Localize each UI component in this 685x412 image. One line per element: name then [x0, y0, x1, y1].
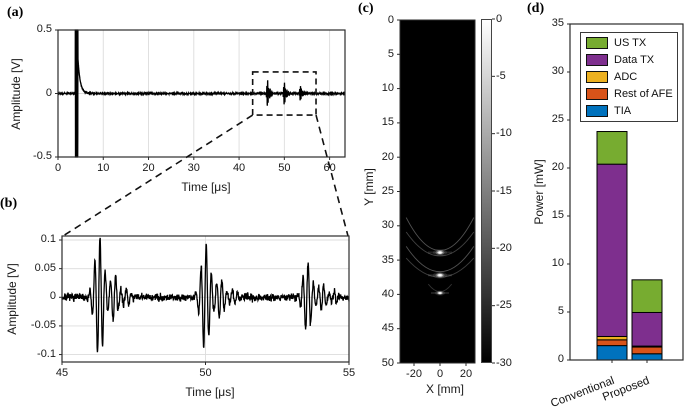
grating-lobe-arc [405, 217, 475, 251]
legend-swatch-us-tx [586, 37, 608, 50]
legend-box: US TX Data TX ADC Rest of AFE TIA [580, 32, 678, 122]
y-tick-label-d: 5 [557, 305, 564, 317]
y-tick-label-d: 20 [551, 161, 564, 173]
grating-lobe-arc [405, 257, 475, 278]
colorbar-tick-label: -5 [496, 69, 506, 82]
bar-segment-data-tx-proposed [631, 311, 663, 347]
colorbar-gradient [481, 19, 492, 363]
point-target [438, 251, 442, 254]
colorbar-tick-label: -25 [496, 299, 512, 312]
y-tick-label-c: 35 [381, 253, 394, 266]
legend-swatch-adc [586, 70, 608, 83]
y-tick-label-c: 25 [381, 185, 394, 197]
x-tick-label-a: 30 [187, 162, 200, 174]
bar-segment-rest-of-afe-proposed [631, 346, 663, 355]
legend-label: Data TX [614, 54, 655, 67]
panel-tag-b: (b) [0, 196, 18, 211]
bar-segment-adc-conventional [596, 335, 628, 341]
y-tick-label-c: 30 [381, 219, 394, 232]
x-axis-label-b: Time [μs] [185, 385, 235, 399]
zoom-connector-line-left [62, 114, 254, 237]
y-tick-label-b: -0.05 [30, 318, 56, 331]
axes-frame-d [569, 23, 684, 361]
x-tick-label-b: 50 [199, 367, 212, 379]
x-tick-label-b: 55 [342, 367, 356, 379]
y-tick-label-b: 0.05 [34, 261, 56, 274]
y-tick-label-b: -0.1 [37, 347, 56, 360]
x-tick-label-c: 0 [436, 368, 444, 380]
y-tick-label-c: 0 [387, 13, 394, 26]
y-tick-label-c: 40 [381, 287, 394, 300]
legend-swatch-tia [586, 104, 608, 117]
bar-segment-tia-proposed [631, 353, 663, 361]
bar-segment-rest-of-afe-conventional [596, 339, 628, 347]
legend-entry: US TX [586, 35, 677, 51]
waveform-trace-b [61, 237, 350, 353]
grating-lobe-arc [427, 283, 453, 293]
point-target [438, 274, 442, 277]
colorbar-tick-label: -10 [496, 127, 512, 140]
colorbar-tick-label: -20 [496, 241, 512, 254]
x-tick-label-c: -20 [406, 368, 422, 380]
y-tick-label-d: 0 [557, 353, 564, 365]
grating-lobe-arc [405, 246, 475, 273]
zoom-connector-line-right [315, 114, 349, 237]
grating-lobe-arc [405, 231, 475, 257]
y-tick-label-c: 15 [381, 116, 394, 129]
x-axis-label-c: X [mm] [426, 382, 464, 396]
x-tick-label-a: 50 [278, 162, 291, 174]
y-tick-label-a: 0.5 [36, 23, 52, 35]
legend-label: ADC [614, 70, 638, 83]
x-tick-label-a: 0 [54, 162, 62, 174]
y-tick-label-d: 35 [551, 17, 564, 29]
colorbar-tick-label: 0 [496, 12, 503, 25]
bmode-image-background [399, 19, 476, 364]
y-tick-label-a: -0.5 [33, 150, 52, 162]
y-tick-label-b: 0.1 [40, 233, 56, 245]
waveform-trace-a [57, 29, 346, 158]
y-tick-label-c: 45 [381, 322, 394, 335]
y-axis-label-d: Power [mW] [532, 159, 546, 225]
colorbar-tick-label: -30 [496, 356, 512, 369]
y-tick-label-c: 10 [381, 82, 394, 95]
y-tick-label-c: 5 [387, 47, 394, 60]
legend-entry: ADC [586, 69, 677, 85]
y-tick-label-b: 0 [49, 290, 56, 303]
bar-segment-us-tx-proposed [631, 279, 663, 313]
x-tick-label-a: 40 [232, 162, 246, 174]
legend-label: TIA [614, 104, 632, 117]
y-axis-label-b: Amplitude [V] [5, 263, 19, 335]
legend-entry: Data TX [586, 52, 677, 68]
bar-segment-us-tx-conventional [596, 131, 628, 165]
panel-tag-d: (d) [527, 1, 545, 16]
y-tick-label-d: 10 [551, 257, 564, 269]
y-tick-label-d: 25 [551, 113, 564, 125]
y-tick-label-c: 20 [381, 150, 394, 163]
bar-segment-tia-conventional [596, 345, 628, 361]
x-tick-label-a: 10 [97, 162, 110, 174]
bar-segment-data-tx-conventional [596, 163, 628, 337]
legend-label: Rest of AFE [614, 87, 673, 100]
x-tick-label-c: 20 [459, 368, 473, 380]
colorbar-tick-label: -15 [496, 184, 512, 197]
y-tick-label-a: 0 [45, 86, 52, 99]
x-axis-label-a: Time [μs] [181, 180, 231, 194]
panel-tag-c: (c) [358, 1, 374, 16]
x-tick-label-a: 20 [142, 162, 155, 174]
legend-entry: TIA [586, 103, 677, 119]
y-tick-label-c: 50 [381, 356, 394, 369]
panel-tag-a: (a) [7, 5, 24, 20]
y-tick-label-d: 30 [551, 65, 564, 77]
legend-swatch-data-tx [586, 54, 608, 67]
zoom-region-box [251, 71, 317, 116]
legend-label: US TX [614, 37, 647, 50]
y-tick-label-d: 15 [551, 209, 564, 221]
point-target [438, 292, 442, 294]
x-tick-label-a: 60 [323, 162, 336, 174]
legend-swatch-rest-of-afe [586, 87, 608, 100]
legend-entry: Rest of AFE [586, 86, 677, 102]
x-tick-label-b: 45 [55, 367, 69, 379]
